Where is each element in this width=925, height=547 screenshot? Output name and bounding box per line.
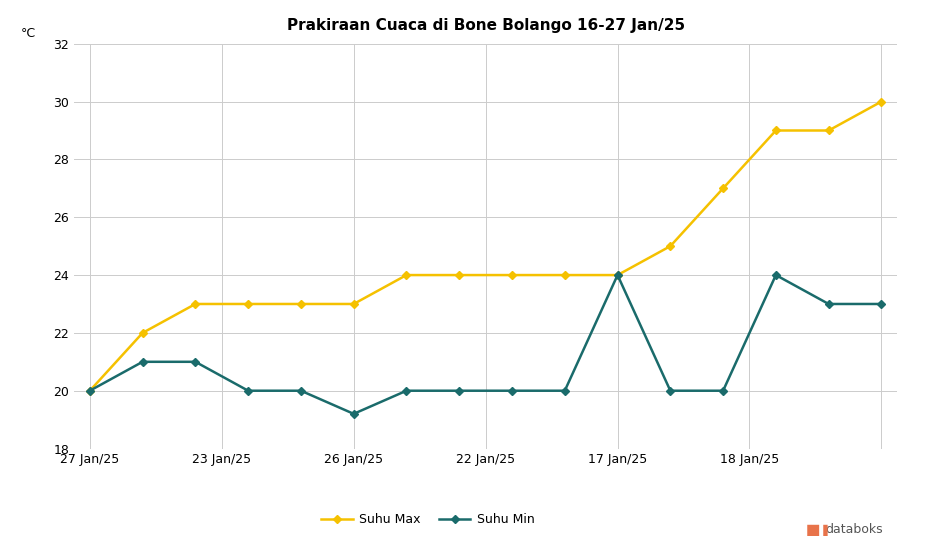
Title: Prakiraan Cuaca di Bone Bolango 16-27 Jan/25: Prakiraan Cuaca di Bone Bolango 16-27 Ja…	[287, 18, 684, 33]
Legend: Suhu Max, Suhu Min: Suhu Max, Suhu Min	[316, 508, 539, 531]
Y-axis label: °C: °C	[21, 27, 36, 40]
Text: databoks: databoks	[826, 523, 883, 536]
Text: ▐█▐: ▐█▐	[802, 525, 828, 536]
